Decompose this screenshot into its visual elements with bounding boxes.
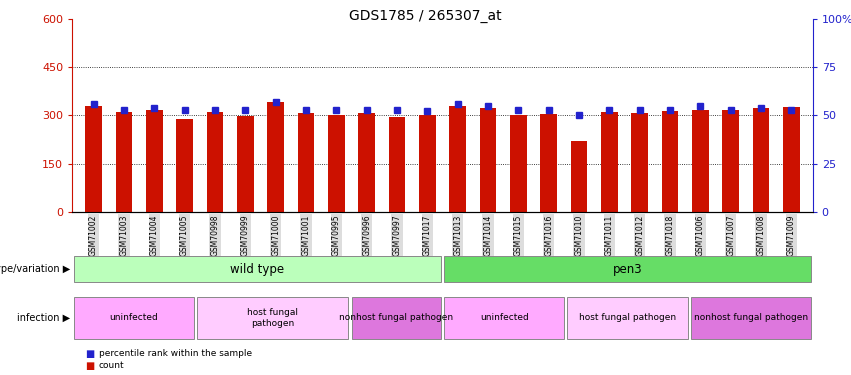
Text: host fungal pathogen: host fungal pathogen (579, 314, 677, 322)
Bar (328, 116, 345, 212)
Bar (351, 297, 441, 339)
Bar (568, 297, 688, 339)
Text: nonhost fungal pathogen: nonhost fungal pathogen (694, 314, 808, 322)
Text: ■: ■ (85, 349, 94, 358)
Bar (267, 102, 284, 212)
Bar (783, 107, 800, 212)
Bar (197, 297, 348, 339)
Bar (601, 112, 618, 212)
Bar (692, 110, 709, 212)
Text: percentile rank within the sample: percentile rank within the sample (99, 349, 252, 358)
Bar (444, 256, 811, 282)
Bar (444, 297, 564, 339)
Text: genotype/variation ▶: genotype/variation ▶ (0, 264, 70, 274)
Bar (510, 116, 527, 212)
Bar (74, 297, 194, 339)
Bar (662, 111, 678, 212)
Text: infection ▶: infection ▶ (17, 313, 70, 323)
Bar (571, 141, 587, 212)
Bar (449, 106, 466, 212)
Bar (207, 112, 223, 212)
Text: nonhost fungal pathogen: nonhost fungal pathogen (340, 314, 454, 322)
Bar (722, 110, 740, 212)
Bar (358, 113, 375, 212)
Bar (631, 113, 648, 212)
Text: wild type: wild type (231, 262, 284, 276)
Text: pen3: pen3 (613, 262, 643, 276)
Text: uninfected: uninfected (480, 314, 528, 322)
Bar (176, 118, 193, 212)
Bar (389, 117, 405, 212)
Text: count: count (99, 361, 124, 370)
Bar (237, 116, 254, 212)
Bar (298, 113, 314, 212)
Text: host fungal
pathogen: host fungal pathogen (248, 308, 299, 327)
Text: GDS1785 / 265307_at: GDS1785 / 265307_at (349, 9, 502, 23)
Bar (116, 112, 132, 212)
Bar (753, 108, 769, 212)
Text: ■: ■ (85, 361, 94, 370)
Bar (146, 110, 163, 212)
Text: uninfected: uninfected (110, 314, 158, 322)
Bar (419, 116, 436, 212)
Bar (540, 114, 557, 212)
Bar (691, 297, 811, 339)
Bar (74, 256, 441, 282)
Bar (85, 106, 102, 212)
Bar (480, 108, 496, 212)
